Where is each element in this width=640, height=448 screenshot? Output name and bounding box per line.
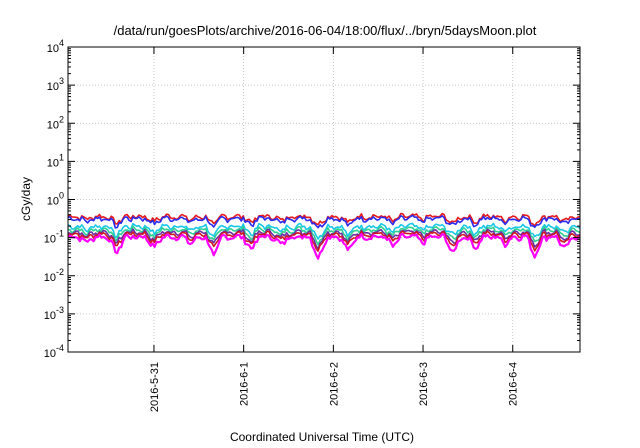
y-tick-label: 10-4 [44,343,64,360]
x-axis: 2016-5-31 2016-6-1 2016-6-2 2016-6-3 2016-6-… [149,47,520,412]
series-line [67,214,581,229]
chart-title: /data/run/goesPlots/archive/2016-06-04/1… [114,23,537,38]
x-tick-label: 2016-6-3 [418,362,430,406]
series-line [67,232,581,260]
y-tick-label: 101 [47,152,64,169]
series-line [67,222,581,240]
y-tick-label: 100 [47,191,64,208]
x-axis-label: Coordinated Universal Time (UTC) [230,430,414,444]
series-line [68,228,581,250]
x-tick-label: 2016-6-2 [328,362,340,406]
x-tick-label: 2016-5-31 [149,362,161,412]
y-tick-label: 102 [47,114,64,131]
y-tick-label: 10-3 [44,305,64,322]
series-group [67,212,581,260]
y-tick-label: 104 [47,38,64,55]
y-axis-label: cGy/day [19,177,33,221]
grid-lines [68,47,580,352]
x-tick-label: 2016-6-4 [508,362,520,406]
y-tick-label: 10-1 [44,229,64,246]
series-line [67,230,581,252]
y-tick-label: 103 [47,76,64,93]
x-tick-label: 2016-6-1 [239,362,251,406]
series-line [67,225,581,246]
y-tick-label: 10-2 [44,267,64,284]
y-axis: 10-4 10-3 10-2 10-1 100 101 102 103 104 [44,38,580,360]
